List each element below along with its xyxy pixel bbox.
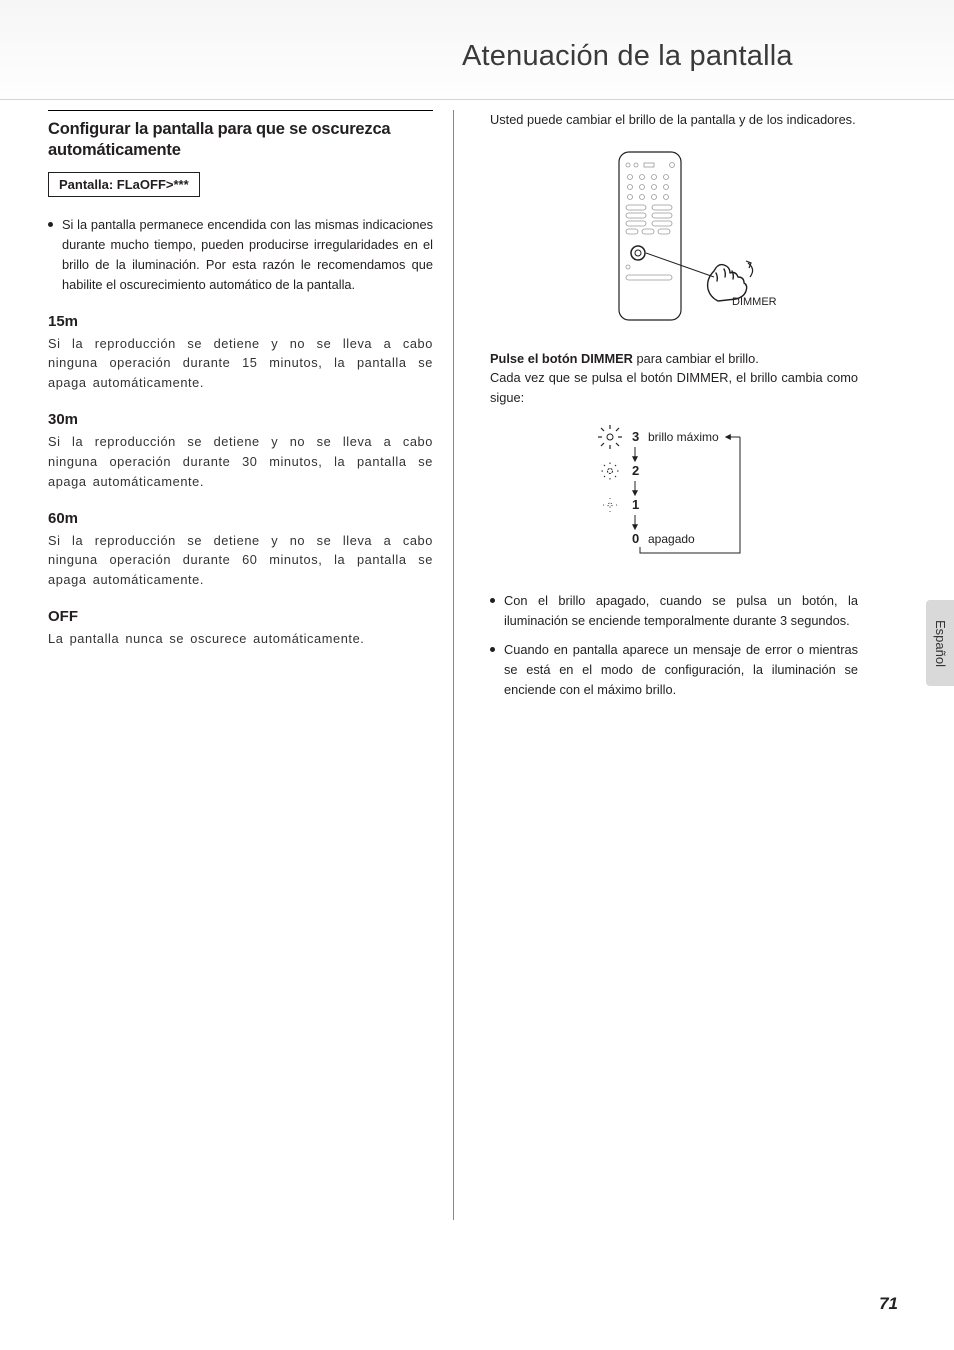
page-title: Atenuación de la pantalla	[462, 40, 793, 73]
left-column: Configurar la pantalla para que se oscur…	[48, 110, 453, 1220]
remote-figure: DIMMER	[490, 147, 858, 327]
svg-text:0: 0	[632, 531, 639, 546]
section-heading: Configurar la pantalla para que se oscur…	[48, 110, 433, 160]
press-body: Cada vez que se pulsa el botón DIMMER, e…	[490, 368, 858, 406]
page: Atenuación de la pantalla Configurar la …	[0, 0, 954, 1350]
option-head: 60m	[48, 510, 433, 527]
option-body: Si la reproducción se detiene y no se ll…	[48, 432, 433, 491]
display-setting-box: Pantalla: FLaOFF>***	[48, 172, 200, 197]
remote-icon: DIMMER	[564, 147, 784, 327]
note-bullet: Si la pantalla permanece encendida con l…	[48, 215, 433, 294]
svg-text:brillo máximo: brillo máximo	[648, 430, 719, 444]
option-head: 30m	[48, 411, 433, 428]
language-tab: Español	[926, 600, 954, 686]
right-column: Usted puede cambiar el brillo de la pant…	[453, 110, 858, 1220]
option-body: Si la reproducción se detiene y no se ll…	[48, 334, 433, 393]
intro-text: Usted puede cambiar el brillo de la pant…	[490, 110, 858, 129]
option-head: 15m	[48, 313, 433, 330]
svg-text:3: 3	[632, 429, 639, 444]
option-body: La pantalla nunca se oscurece automática…	[48, 629, 433, 649]
brightness-cycle-figure: 3 2 1 0 brillo máximo apagado	[490, 423, 858, 563]
svg-text:2: 2	[632, 463, 639, 478]
page-number: 71	[879, 1294, 898, 1314]
cycle-icon: 3 2 1 0 brillo máximo apagado	[554, 423, 794, 563]
language-label: Español	[933, 620, 948, 667]
option-body: Si la reproducción se detiene y no se ll…	[48, 531, 433, 590]
note-list: Si la pantalla permanece encendida con l…	[48, 215, 433, 294]
svg-text:apagado: apagado	[648, 532, 695, 546]
note-bullet: Con el brillo apagado, cuando se pulsa u…	[490, 591, 858, 631]
svg-text:1: 1	[632, 497, 639, 512]
content-columns: Configurar la pantalla para que se oscur…	[0, 110, 954, 1220]
dimmer-label: DIMMER	[732, 296, 777, 308]
notes-list: Con el brillo apagado, cuando se pulsa u…	[490, 591, 858, 700]
press-instruction: Pulse el botón DIMMER para cambiar el br…	[490, 349, 858, 368]
press-bold: Pulse el botón DIMMER	[490, 351, 633, 366]
press-rest: para cambiar el brillo.	[633, 351, 759, 366]
note-bullet: Cuando en pantalla aparece un mensaje de…	[490, 640, 858, 699]
option-head: OFF	[48, 608, 433, 625]
